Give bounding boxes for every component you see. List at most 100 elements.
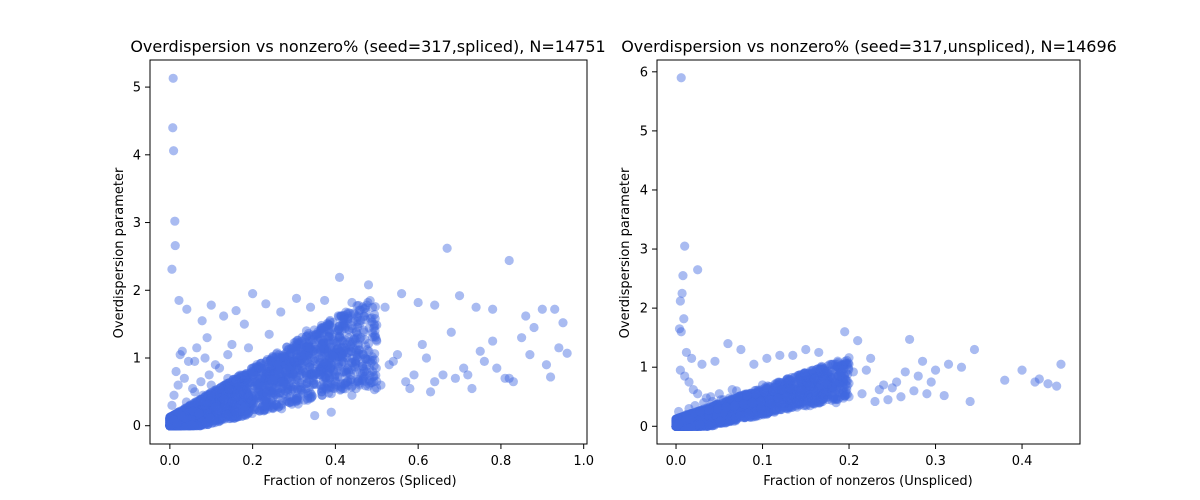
spliced-data-point [467,383,477,394]
spliced-cloud-point [233,390,243,401]
spliced-cloud-point [177,413,187,424]
spliced-cloud-point [203,396,213,407]
spliced-cloud-point [254,385,264,395]
spliced-cloud-point [207,403,217,413]
spliced-cloud-point [167,412,178,423]
spliced-data-point [438,370,448,380]
spliced-cloud-point [165,421,175,431]
spliced-cloud-point [362,345,372,355]
spliced-data-point [355,350,365,360]
spliced-data-point [206,380,216,390]
spliced-cloud-point [228,391,238,401]
spliced-cloud-point [301,351,312,361]
spliced-cloud-point [181,421,191,431]
spliced-cloud-point [246,399,256,410]
spliced-x-tick-label: 0.8 [491,454,512,469]
spliced-cloud-point [291,374,301,385]
spliced-cloud-point [204,418,214,428]
spliced-y-tick-label: 2 [133,284,141,299]
spliced-data-point [320,295,330,306]
spliced-cloud-point [187,406,197,416]
spliced-data-point [210,402,220,412]
spliced-cloud-point [165,419,175,429]
spliced-cloud-point [173,418,184,428]
spliced-cloud-point [336,311,346,321]
spliced-cloud-point [165,421,175,431]
spliced-cloud-point [188,403,198,414]
spliced-cloud-point [168,421,178,431]
spliced-data-point [167,264,177,274]
spliced-cloud-point [351,359,361,369]
spliced-cloud-point [353,374,363,384]
spliced-cloud-point [338,378,348,388]
spliced-data-point [200,353,210,363]
spliced-cloud-point [181,421,191,431]
spliced-cloud-point [348,308,359,318]
spliced-cloud-point [181,404,191,414]
spliced-cloud-point [273,355,283,365]
spliced-cloud-point [185,406,195,416]
spliced-cloud-point [224,384,234,394]
spliced-data-point [401,377,411,387]
spliced-cloud-point [167,421,178,431]
spliced-cloud-point [166,417,176,428]
spliced-cloud-point [295,365,305,375]
spliced-y-tick-label: 5 [133,81,141,96]
spliced-cloud-point [308,379,318,390]
spliced-cloud-point [358,349,368,360]
spliced-cloud-point [237,391,247,402]
spliced-cloud-point [199,411,209,421]
spliced-cloud-point [166,421,177,431]
spliced-cloud-point [288,369,298,379]
spliced-cloud-point [253,364,263,374]
spliced-cloud-point [168,416,178,426]
spliced-chart-title: Overdispersion vs nonzero% (seed=317,spl… [130,37,605,56]
spliced-cloud-point [219,381,229,391]
spliced-cloud-point [176,419,186,429]
spliced-data-point [488,304,498,314]
spliced-cloud-point [174,412,184,422]
spliced-cloud-point [178,406,188,417]
spliced-cloud-point [185,408,195,419]
spliced-data-point [359,366,369,377]
spliced-cloud-point [219,394,229,405]
spliced-cloud-point [352,367,362,377]
spliced-cloud-point [173,421,184,431]
spliced-cloud-point [225,389,235,399]
spliced-cloud-point [185,418,195,428]
spliced-cloud-point [165,414,175,424]
spliced-cloud-point [369,377,379,387]
spliced-cloud-point [182,406,192,416]
spliced-cloud-point [255,387,265,397]
spliced-data-point [190,387,200,397]
spliced-data-point [301,326,312,336]
spliced-cloud-point [207,391,217,401]
spliced-cloud-point [179,404,189,414]
spliced-cloud-point [201,408,211,418]
spliced-cloud-point [352,316,362,326]
spliced-cloud-point [235,373,245,383]
spliced-cloud-point [224,413,234,424]
spliced-cloud-point [196,394,206,404]
spliced-cloud-point [203,419,213,429]
spliced-cloud-point [178,406,189,416]
spliced-cloud-point [170,414,180,424]
spliced-cloud-point [165,419,175,429]
spliced-cloud-point [167,412,177,422]
spliced-cloud-point [229,387,239,397]
spliced-cloud-point [217,387,227,397]
spliced-cloud-point [172,412,182,422]
spliced-cloud-point [165,421,175,431]
spliced-data-point [314,370,324,380]
spliced-cloud-point [330,375,340,385]
spliced-cloud-point [344,356,354,366]
spliced-cloud-point [201,417,211,427]
spliced-cloud-point [310,344,321,354]
spliced-cloud-point [265,356,275,366]
spliced-cloud-point [217,397,227,408]
spliced-cloud-point [347,337,358,347]
spliced-cloud-point [184,407,195,417]
spliced-cloud-point [263,381,274,391]
spliced-cloud-point [166,421,176,431]
spliced-cloud-point [182,417,192,427]
